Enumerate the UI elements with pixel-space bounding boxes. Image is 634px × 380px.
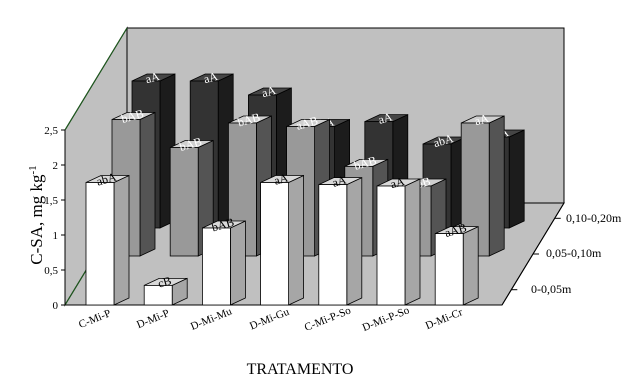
bar-front <box>260 182 290 306</box>
bar-label: bAB <box>352 153 378 173</box>
x-tick-label: C-Mi-P <box>77 307 113 331</box>
bar-front <box>201 227 231 306</box>
bar-label: bAB <box>236 110 262 130</box>
bar-label: aA <box>144 69 162 86</box>
bar-side <box>113 174 130 306</box>
bar-label: aAB <box>294 113 319 133</box>
bar-label: abA <box>95 170 118 189</box>
x-tick-label: D-Mi-Cr <box>424 306 465 332</box>
bar-0-0,05m-D-Mi-P-So: aA <box>376 174 421 306</box>
bar-front <box>169 147 199 257</box>
y-tick-label: 2,5 <box>44 125 58 137</box>
x-tick-label: D-Mi-Gu <box>248 306 291 333</box>
bar-label: abA <box>432 131 455 150</box>
x-axis: C-Mi-P D-Mi-P D-Mi-Mu D-Mi-Gu C-Mi-P-So D-Mi-… <box>77 304 465 334</box>
bar-label: bAB <box>210 215 236 235</box>
depth-tick-label: 0,05-0,10m <box>546 246 602 260</box>
bar-front <box>143 284 173 306</box>
bar-0-0,05m-D-Mi-P: cB <box>143 273 188 306</box>
y-tick-label: 2 <box>53 160 59 172</box>
bar-0-0,05m-D-Mi-Gu: aA <box>260 170 305 306</box>
bar-front <box>318 184 348 306</box>
bar-side <box>488 115 505 257</box>
x-tick-label: D-Mi-P <box>135 307 171 331</box>
bar-side <box>139 111 156 257</box>
bar-side <box>288 174 305 306</box>
bar-side <box>508 129 525 229</box>
y-tick-label: 0 <box>53 300 59 312</box>
bar-front <box>376 185 406 306</box>
bars: aAabAaAaAaAaAaAaAbBbABaABbABbABbABaABaAa… <box>85 69 525 306</box>
bar-label: aA <box>260 83 278 100</box>
bar-side <box>462 225 479 306</box>
bar-front <box>434 233 464 306</box>
bar-front <box>85 182 115 306</box>
y-tick-label: 0,5 <box>44 265 58 277</box>
y-axis: 0 0,5 1 1,5 2 2,5 <box>44 125 66 312</box>
x-tick-label: D-Mi-P-So <box>361 304 412 334</box>
bar-0-0,05m-C-Mi-P: abA <box>85 170 130 306</box>
bar-label: aAB <box>443 220 468 240</box>
x-tick-label: C-Mi-P-So <box>303 304 353 334</box>
x-tick-label: D-Mi-Mu <box>189 305 234 333</box>
depth-axis: 0-0,05m 0,05-0,10m 0,10-0,20m <box>501 202 622 306</box>
bar-0-0,05m-D-Mi-Cr: aAB <box>434 220 479 306</box>
depth-tick-label: 0-0,05m <box>531 282 572 296</box>
bar-label: aA <box>202 69 220 86</box>
bar-0-0,05m-C-Mi-P-So: aA <box>318 173 363 306</box>
bar-label: aA <box>272 170 290 187</box>
y-tick-label: 1 <box>53 230 59 242</box>
bar-label: aA <box>331 173 349 190</box>
bar-side <box>346 176 363 306</box>
bar-label: bAB <box>120 106 146 126</box>
bar-label: aA <box>377 110 395 127</box>
bar-label: aA <box>389 174 407 191</box>
x-axis-label: TRATAMENTO <box>247 361 354 378</box>
bar-side <box>404 178 421 306</box>
bar-side <box>229 220 246 306</box>
bar-label: aA <box>473 111 491 128</box>
side-wall-top-edge <box>64 27 128 131</box>
bar-label: cB <box>156 273 173 290</box>
depth-tick-label: 0,10-0,20m <box>566 211 622 225</box>
bar-0-0,05m-D-Mi-Mu: bAB <box>201 215 246 306</box>
y-tick-label: 1,5 <box>44 195 58 207</box>
y-axis-label: C-SA, mg kg-1 <box>27 165 46 264</box>
bar-label: bAB <box>178 134 204 154</box>
